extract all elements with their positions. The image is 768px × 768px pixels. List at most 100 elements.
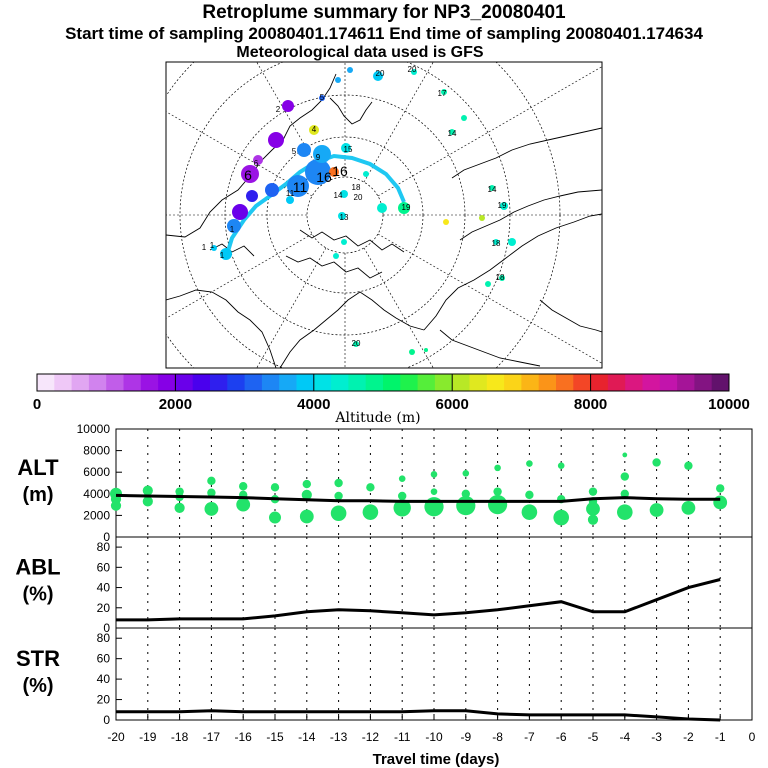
- altitude-point: [617, 504, 633, 520]
- colorbar-cell: [486, 374, 505, 391]
- cluster-marker: [363, 171, 369, 177]
- colorbar-label: 0: [33, 396, 41, 413]
- series-line: [116, 709, 721, 722]
- colorbar-label: 6000: [436, 396, 469, 413]
- colorbar-label: 8000: [574, 396, 607, 413]
- altitude-point: [681, 500, 696, 515]
- colorbar-cell: [434, 374, 453, 391]
- colorbar-cell: [106, 374, 124, 391]
- cluster-marker: [347, 67, 353, 73]
- meridian-line: [256, 247, 327, 368]
- cluster-marker: [461, 115, 467, 121]
- x-tick-label: -18: [171, 730, 189, 744]
- y-tick-label: 0: [103, 713, 110, 727]
- cluster-marker: [341, 143, 351, 153]
- map-label: 15: [344, 145, 353, 154]
- colorbar-cell: [521, 374, 540, 391]
- map-label: 2: [276, 105, 281, 114]
- map-label: 17: [438, 89, 447, 98]
- cluster-marker: [441, 89, 447, 95]
- colorbar-label: 2000: [159, 396, 192, 413]
- y-tick-label: 60: [97, 652, 111, 666]
- chart-title: Retroplume summary for NP3_20080401: [202, 2, 566, 23]
- map-label: 4: [312, 125, 317, 134]
- cluster-marker: [493, 239, 499, 245]
- x-tick-label: -3: [651, 730, 662, 744]
- panel-label-top: STR: [16, 646, 60, 671]
- cluster-marker: [333, 253, 339, 259]
- colorbar-cell: [54, 374, 73, 391]
- meridian-line: [256, 62, 327, 183]
- cluster-marker: [335, 77, 341, 83]
- cluster-marker: [353, 341, 359, 347]
- altitude-point: [398, 475, 406, 482]
- cluster-marker: [232, 204, 248, 220]
- x-tick-label: -11: [394, 730, 411, 744]
- meridian-line: [166, 111, 313, 197]
- series-line: [115, 493, 721, 503]
- altitude-point: [142, 496, 153, 507]
- cluster-marker: [508, 238, 516, 246]
- altitude-point: [488, 495, 508, 515]
- colorbar-cell: [88, 374, 107, 391]
- cluster-marker: [338, 212, 346, 220]
- cluster-marker: [282, 100, 294, 112]
- y-tick-label: 20: [97, 601, 111, 615]
- altitude-point: [334, 491, 343, 501]
- map-label: 9: [316, 153, 321, 162]
- x-tick-label: -12: [362, 730, 380, 744]
- colorbar-cell: [538, 374, 557, 391]
- colorbar-cell: [261, 374, 280, 391]
- map-label: 18: [496, 273, 505, 282]
- colorbar-cell: [313, 374, 332, 391]
- map-label: 14: [334, 191, 343, 200]
- y-tick-label: 10000: [77, 422, 111, 436]
- cluster-marker: [313, 145, 331, 163]
- altitude-point: [586, 502, 600, 516]
- x-tick-label: 0: [749, 730, 756, 744]
- panel-label-bottom: (%): [22, 675, 53, 697]
- colorbar-cell: [210, 374, 228, 391]
- altitude-point: [649, 503, 664, 517]
- meridian-line: [363, 247, 434, 368]
- map-label: 13: [340, 213, 349, 222]
- meridian-line: [377, 233, 602, 364]
- y-tick-label: 40: [97, 672, 111, 686]
- x-tick-label: -10: [425, 730, 443, 744]
- map-label: 19: [402, 203, 411, 212]
- cluster-marker: [286, 196, 294, 204]
- colorbar-cell: [625, 374, 643, 391]
- y-tick-label: 20: [97, 693, 111, 707]
- altitude-point: [526, 460, 533, 467]
- map-label: 1: [210, 241, 215, 250]
- cluster-marker: [297, 143, 311, 157]
- colorbar-cell: [192, 374, 211, 391]
- colorbar-cell: [400, 374, 419, 391]
- map-label: 20: [376, 69, 385, 78]
- colorbar-cell: [244, 374, 263, 391]
- colorbar-cell: [331, 374, 349, 391]
- cluster-markers: [211, 67, 516, 355]
- x-tick-label: -2: [683, 730, 694, 744]
- cluster-marker: [449, 129, 455, 135]
- map-label: 11: [286, 189, 295, 198]
- y-tick-label: 60: [97, 560, 111, 574]
- map-label: 20: [352, 339, 361, 348]
- colorbar-cell: [365, 374, 384, 391]
- altitude-point: [430, 471, 438, 478]
- map-label: 1: [202, 243, 207, 252]
- colorbar-cell: [711, 374, 730, 391]
- x-tick-label: -7: [524, 730, 535, 744]
- colorbar-label: 10000: [708, 396, 750, 413]
- altitude-point: [622, 452, 628, 458]
- cluster-marker: [398, 202, 410, 214]
- altitude-point: [588, 487, 598, 496]
- altitude-point: [142, 485, 153, 496]
- panel-abl: 0 20 40 60 80 ABL (%): [15, 536, 753, 635]
- x-tick-label: -20: [107, 730, 125, 744]
- cluster-marker: [241, 165, 259, 183]
- colorbar-cell: [158, 374, 176, 391]
- y-tick-label: 6000: [83, 465, 110, 479]
